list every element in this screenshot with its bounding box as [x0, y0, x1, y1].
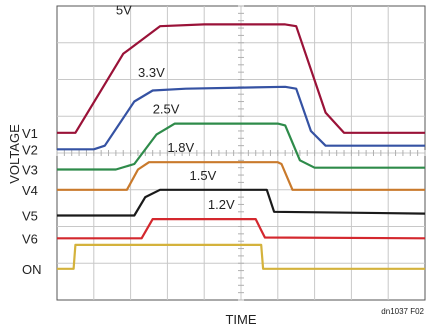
- row-label-v3: V3: [22, 163, 38, 178]
- row-label-v2: V2: [22, 142, 38, 157]
- center-axis-ticks: [56, 5, 426, 301]
- series-name-label: 1.2V: [208, 197, 235, 212]
- series-name-label: 5V: [116, 2, 132, 17]
- series-line-v1: [57, 23, 425, 134]
- row-label-on: ON: [22, 262, 42, 277]
- row-label-v4: V4: [22, 183, 38, 198]
- series-line-v3: [57, 122, 425, 171]
- row-label-v5: V5: [22, 209, 38, 224]
- series-labels: 5V 3.3V 2.5V 1.8V 1.5V 1.2V: [116, 2, 235, 212]
- series-line-v4: [57, 161, 425, 191]
- row-label-v1: V1: [22, 126, 38, 141]
- y-axis-title: VOLTAGE: [7, 124, 22, 184]
- series-name-label: 1.5V: [190, 168, 217, 183]
- series-line-v5: [57, 188, 426, 217]
- row-label-v6: V6: [22, 231, 38, 246]
- series-name-label: 3.3V: [138, 65, 165, 80]
- series-line-v2: [57, 85, 425, 151]
- grid: [56, 5, 426, 301]
- series-line-on: [57, 243, 425, 270]
- series-layer: [57, 23, 426, 270]
- series-line-v6: [57, 218, 426, 240]
- series-name-label: 2.5V: [153, 102, 180, 117]
- series-name-label: 1.8V: [167, 140, 194, 155]
- figure-note: dn1037 F02: [381, 307, 424, 316]
- x-axis-title: TIME: [225, 312, 256, 327]
